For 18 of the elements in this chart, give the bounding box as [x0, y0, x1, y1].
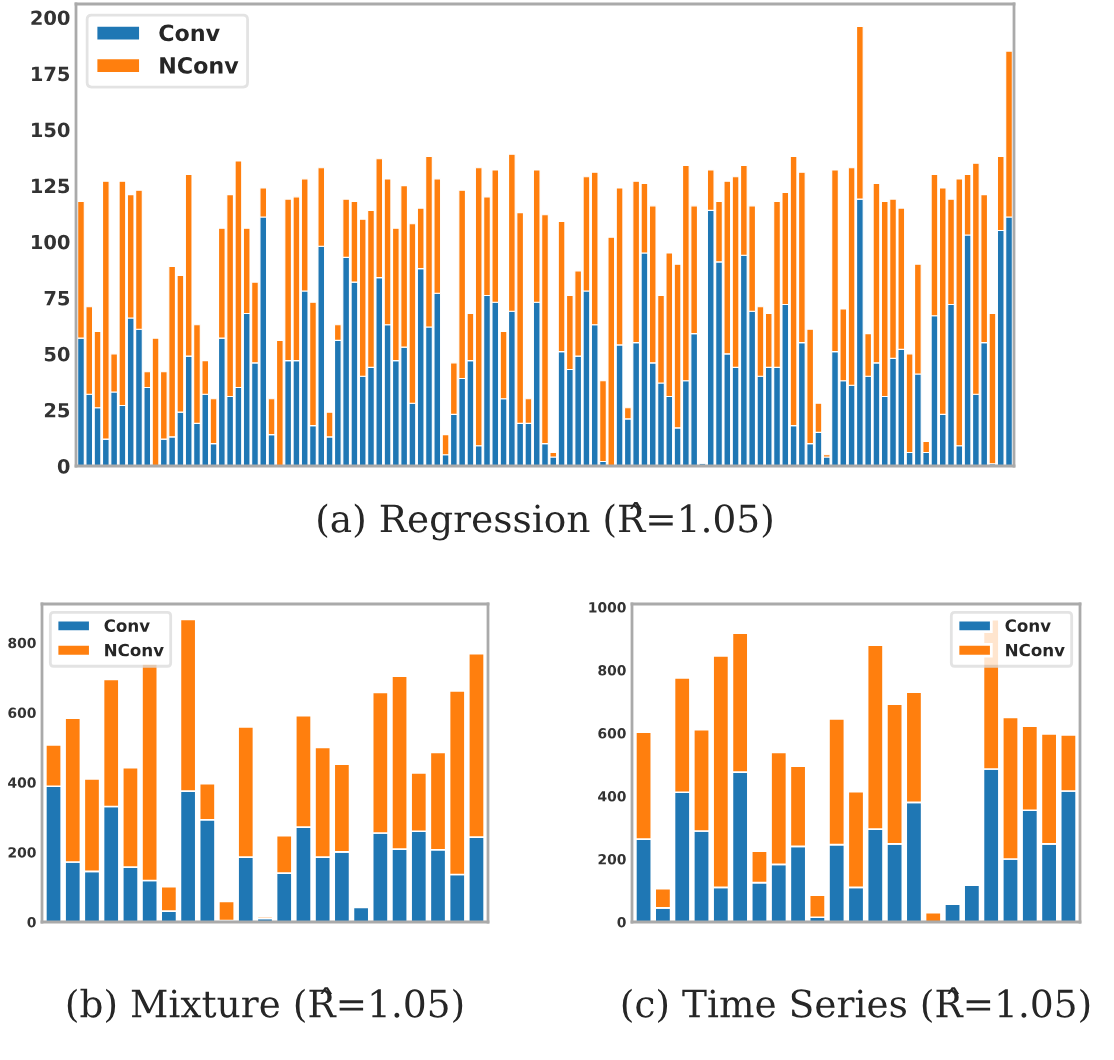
legend-label: Conv [159, 24, 220, 42]
y-tick-label: 25 [44, 402, 70, 418]
legend-label: NConv [160, 57, 239, 74]
y-tick-label: 75 [44, 291, 70, 306]
y-tick-label: 100 [32, 234, 70, 250]
y-tick-label: 0 [57, 458, 70, 474]
y-tick-label: 150 [32, 122, 70, 138]
x-axis-title: (b) Mixture (R̂=1.05) [67, 987, 463, 1023]
y-tick-label: 125 [32, 178, 70, 194]
legend-label: Conv [1005, 619, 1051, 632]
legend-label: Conv [104, 619, 150, 632]
legend-label: NConv [105, 643, 164, 657]
x-axis-title: (a) Regression (R̂=1.05) [318, 502, 772, 541]
y-tick-label: 50 [44, 346, 70, 362]
y-tick-label: 175 [32, 66, 70, 82]
y-tick-label: 200 [31, 10, 70, 26]
legend-label: NConv [1006, 643, 1065, 657]
x-axis-title: (c) Time Series (R̂=1.05) [622, 987, 1090, 1023]
